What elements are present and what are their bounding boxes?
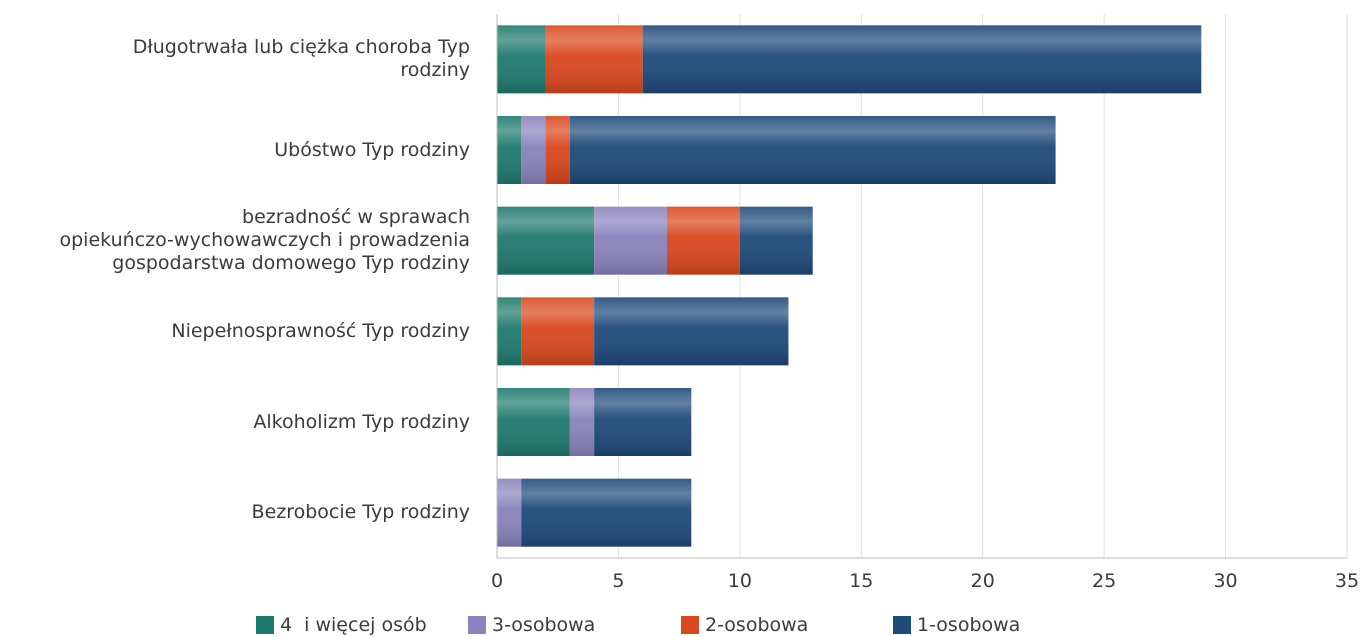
legend-swatch xyxy=(468,616,486,634)
category-label: Ubóstwo Typ rodziny xyxy=(0,139,470,162)
bar-segment-shading xyxy=(497,206,595,275)
grid-lines xyxy=(617,14,1348,558)
bar-segment-shading xyxy=(569,388,595,456)
bar-segment-shading xyxy=(594,388,692,456)
legend: 4 i więcej osób 3-osobowa 2-osobowa 1-osobo… xyxy=(0,612,1361,637)
bar-segment-shading xyxy=(497,297,522,366)
legend-item: 4 i więcej osób xyxy=(256,614,427,636)
category-label-line: rodziny xyxy=(400,59,470,82)
bar-segment-shading xyxy=(642,25,1202,94)
legend-label: 4 i więcej osób xyxy=(280,614,427,636)
stacked-bar-chart: 0 5 10 15 20 25 30 35 xyxy=(491,14,1359,592)
category-label-line: opiekuńczo-wychowawczych i prowadzenia xyxy=(59,229,471,252)
x-tick-label: 25 xyxy=(1092,570,1116,592)
category-label-line: Bezrobocie Typ rodziny xyxy=(251,501,470,524)
category-label: Bezrobocie Typ rodziny xyxy=(0,501,470,524)
x-tick-label: 10 xyxy=(728,570,752,592)
category-label-line: Niepełnosprawność Typ rodziny xyxy=(171,319,470,342)
legend-swatch xyxy=(256,616,274,634)
bar-segment-shading xyxy=(497,116,522,184)
bar-segment-shading xyxy=(569,116,1056,184)
bar-segment-shading xyxy=(497,478,522,547)
category-label-line: bezradność w sprawach xyxy=(242,206,470,229)
legend-label: 3-osobowa xyxy=(492,614,596,636)
legend-swatch xyxy=(681,616,699,634)
x-tick-label: 20 xyxy=(971,570,995,592)
x-tick-label: 5 xyxy=(612,570,624,592)
bars-group xyxy=(497,25,1202,547)
legend-item: 3-osobowa xyxy=(468,614,595,636)
category-label: Alkoholizm Typ rodziny xyxy=(0,411,470,434)
bar-segment-shading xyxy=(521,297,595,366)
category-label-line: Długotrwała lub ciężka choroba Typ xyxy=(132,36,470,59)
bar-segment-shading xyxy=(594,297,789,366)
category-label: bezradność w sprawach opiekuńczo-wychowaw… xyxy=(0,206,471,275)
x-tick-label: 30 xyxy=(1213,570,1237,592)
bar-segment-shading xyxy=(497,388,570,456)
category-label: Długotrwała lub ciężka choroba Typ rodzin… xyxy=(0,36,470,82)
category-label: Niepełnosprawność Typ rodziny xyxy=(0,320,470,343)
legend-label: 1-osobowa xyxy=(917,614,1021,636)
x-tick-label: 0 xyxy=(491,570,503,592)
category-label-line: gospodarstwa domowego Typ rodziny xyxy=(112,252,470,275)
bar-segment-shading xyxy=(521,478,692,547)
x-axis: 0 5 10 15 20 25 30 35 xyxy=(491,14,1359,592)
x-tick-label: 15 xyxy=(849,570,873,592)
bar-segment-shading xyxy=(667,206,740,275)
legend-swatch xyxy=(893,616,911,634)
bar-segment-shading xyxy=(594,206,667,275)
bar-segment-shading xyxy=(521,116,546,184)
bar-segment-shading xyxy=(739,206,813,275)
category-label-line: Ubóstwo Typ rodziny xyxy=(274,138,470,161)
legend-item: 2-osobowa xyxy=(681,614,808,636)
bar-segment-shading xyxy=(497,25,546,94)
bar-segment-shading xyxy=(545,25,643,94)
bar-segment-shading xyxy=(545,116,570,184)
legend-label: 2-osobowa xyxy=(705,614,809,636)
x-tick-label: 35 xyxy=(1335,570,1359,592)
legend-item: 1-osobowa xyxy=(893,614,1020,636)
category-label-line: Alkoholizm Typ rodziny xyxy=(253,410,470,433)
